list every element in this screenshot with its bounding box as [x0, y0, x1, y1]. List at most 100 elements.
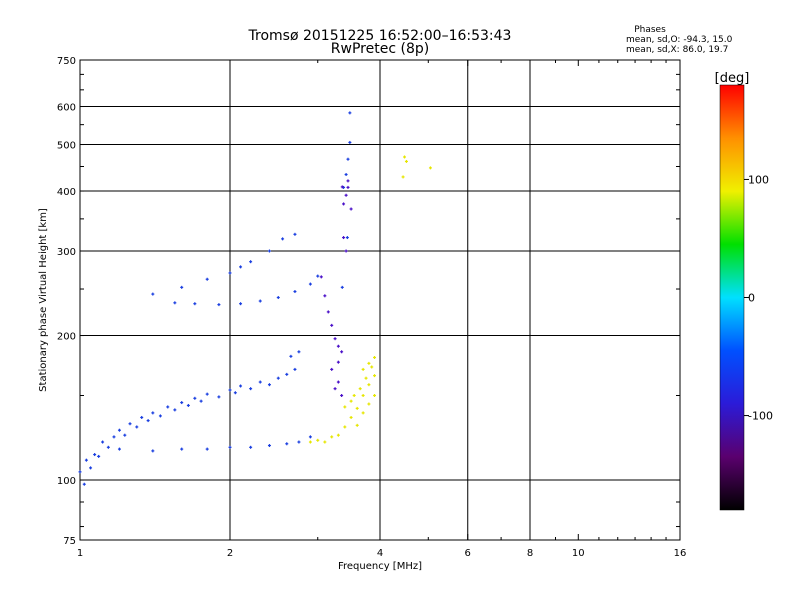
- data-point: [346, 157, 350, 161]
- x-tick-label: 1: [77, 548, 83, 559]
- data-point: [267, 383, 271, 387]
- data-point: [82, 482, 86, 486]
- data-point: [349, 207, 353, 211]
- data-point: [173, 408, 177, 412]
- data-point: [308, 435, 312, 439]
- chart-subtitle: RwPretec (8p): [331, 41, 429, 57]
- data-point: [128, 422, 132, 426]
- data-point: [340, 394, 344, 398]
- data-point: [180, 447, 184, 451]
- data-point: [316, 274, 320, 278]
- data-point: [166, 405, 170, 409]
- x-tick-label: 16: [674, 548, 687, 559]
- data-point: [340, 350, 344, 354]
- data-point: [308, 282, 312, 286]
- x-tick-label: 10: [572, 548, 585, 559]
- x-tick-label: 8: [527, 548, 533, 559]
- axis-ticks: 1 2 4 6 8 10 16 75 100 200 300 400 500 600 750: [57, 56, 686, 559]
- colorbar-label: [deg]: [715, 71, 750, 86]
- data-point: [151, 411, 155, 415]
- data-point: [367, 402, 371, 406]
- data-point: [205, 277, 209, 281]
- data-point: [333, 337, 337, 341]
- data-point: [358, 387, 362, 391]
- data-point: [361, 367, 365, 371]
- data-point: [258, 299, 262, 303]
- data-point: [342, 202, 346, 206]
- data-point: [367, 383, 371, 387]
- plot-area: 1 2 4 6 8 10 16 75 100 200 300 400 500 600 750: [57, 56, 686, 559]
- data-point: [249, 387, 253, 391]
- data-point: [345, 236, 349, 240]
- colorbar-tick-label: 0: [748, 292, 755, 305]
- y-tick-label: 100: [57, 476, 76, 487]
- data-point: [364, 376, 368, 380]
- data-point: [217, 395, 221, 399]
- data-point: [101, 440, 105, 444]
- data-point: [276, 376, 280, 380]
- data-point: [276, 296, 280, 300]
- gridlines: [80, 60, 680, 540]
- colorbar: [deg] 100 0 -100: [715, 71, 773, 511]
- data-point: [373, 374, 377, 378]
- data-point: [330, 435, 334, 439]
- data-point: [228, 271, 232, 275]
- data-point: [228, 445, 232, 449]
- data-point: [123, 433, 127, 437]
- data-point: [186, 403, 190, 407]
- data-point: [117, 447, 121, 451]
- colorbar-bar: [719, 84, 745, 511]
- colorbar-ticks: 100 0 -100: [744, 173, 773, 423]
- data-point: [93, 453, 97, 457]
- y-tick-label: 75: [63, 536, 76, 547]
- data-point: [344, 193, 348, 197]
- y-tick-label: 400: [57, 187, 76, 198]
- data-point: [344, 249, 348, 253]
- y-tick-label: 200: [57, 332, 76, 343]
- data-point: [258, 380, 262, 384]
- data-point: [193, 302, 197, 306]
- data-point: [401, 175, 405, 179]
- data-point: [158, 414, 162, 418]
- colorbar-tick-label: -100: [748, 410, 773, 423]
- y-tick-label: 750: [57, 56, 76, 67]
- x-axis-label: Frequency [MHz]: [338, 561, 422, 572]
- data-point: [340, 285, 344, 289]
- data-point: [355, 406, 359, 410]
- data-point: [89, 466, 93, 470]
- y-tick-label: 300: [57, 247, 76, 258]
- data-point: [146, 419, 150, 423]
- data-point: [370, 365, 374, 369]
- y-axis-label: Stationary phase Virtual Height [km]: [38, 208, 49, 392]
- y-tick-label: 600: [57, 103, 76, 114]
- chart-title: Tromsø 20151225 16:52:00–16:53:43: [248, 28, 512, 44]
- data-point: [348, 140, 352, 144]
- data-point: [140, 415, 144, 419]
- data-point: [352, 394, 356, 398]
- data-point: [348, 111, 352, 115]
- data-point: [344, 173, 348, 177]
- data-point: [330, 323, 334, 327]
- data-point: [343, 425, 347, 429]
- data-point: [316, 438, 320, 442]
- data-point: [293, 232, 297, 236]
- x-tick-label: 6: [465, 548, 471, 559]
- data-point: [199, 399, 203, 403]
- data-point: [361, 411, 365, 415]
- data-point: [267, 444, 271, 448]
- data-point: [342, 236, 346, 240]
- x-tick-label: 4: [377, 548, 383, 559]
- data-point: [404, 159, 408, 163]
- data-point: [267, 249, 271, 253]
- data-point: [84, 458, 88, 462]
- data-point: [323, 294, 327, 298]
- phases-o-mode: mean, sd,O: -94.3, 15.0: [626, 35, 733, 45]
- data-point: [326, 310, 330, 314]
- data-point: [228, 388, 232, 392]
- data-point: [355, 423, 359, 427]
- phases-x-mode: mean, sd,X: 86.0, 19.7: [626, 45, 728, 55]
- data-point: [281, 237, 285, 241]
- data-point: [403, 155, 407, 159]
- data-point: [330, 367, 334, 371]
